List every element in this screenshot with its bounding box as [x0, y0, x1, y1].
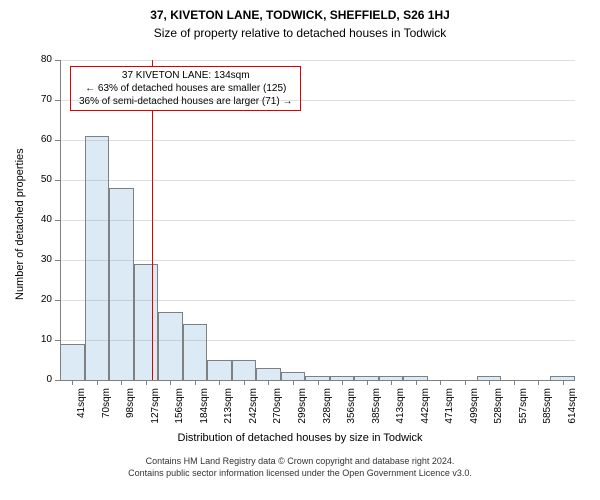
xtick-label: 98sqm — [125, 388, 136, 432]
callout-line-3: 36% of semi-detached houses are larger (… — [79, 95, 292, 108]
xtick-label: 385sqm — [371, 388, 382, 432]
xtick-mark — [244, 380, 245, 385]
xtick-label: 356sqm — [346, 388, 357, 432]
xtick-mark — [465, 380, 466, 385]
footer: Contains HM Land Registry data © Crown c… — [0, 456, 600, 479]
histogram-bar — [232, 360, 257, 380]
xtick-mark — [170, 380, 171, 385]
x-axis-label: Distribution of detached houses by size … — [0, 432, 600, 444]
gridline — [60, 260, 575, 261]
ytick-label: 60 — [28, 134, 52, 145]
histogram-bar — [281, 372, 306, 380]
xtick-mark — [121, 380, 122, 385]
callout-box: 37 KIVETON LANE: 134sqm ← 63% of detache… — [70, 66, 301, 111]
ytick-label: 10 — [28, 334, 52, 345]
xtick-label: 499sqm — [469, 388, 480, 432]
histogram-bar — [158, 312, 183, 380]
xtick-label: 528sqm — [493, 388, 504, 432]
xtick-mark — [146, 380, 147, 385]
footer-line-1: Contains HM Land Registry data © Crown c… — [0, 456, 600, 468]
histogram-bar — [183, 324, 208, 380]
ytick-mark — [55, 380, 60, 381]
gridline — [60, 180, 575, 181]
xtick-mark — [538, 380, 539, 385]
ytick-label: 20 — [28, 294, 52, 305]
gridline — [60, 100, 575, 101]
xtick-mark — [293, 380, 294, 385]
xtick-mark — [367, 380, 368, 385]
xtick-mark — [219, 380, 220, 385]
xtick-label: 328sqm — [322, 388, 333, 432]
xtick-mark — [318, 380, 319, 385]
ytick-label: 0 — [28, 374, 52, 385]
xtick-mark — [563, 380, 564, 385]
xtick-label: 585sqm — [542, 388, 553, 432]
xtick-label: 242sqm — [248, 388, 259, 432]
xtick-label: 471sqm — [444, 388, 455, 432]
gridline — [60, 140, 575, 141]
xtick-mark — [97, 380, 98, 385]
xtick-mark — [416, 380, 417, 385]
xtick-mark — [440, 380, 441, 385]
histogram-bar — [109, 188, 134, 380]
xtick-label: 70sqm — [101, 388, 112, 432]
xtick-label: 127sqm — [150, 388, 161, 432]
callout-line-2: ← 63% of detached houses are smaller (12… — [79, 82, 292, 95]
xtick-label: 41sqm — [76, 388, 87, 432]
xtick-label: 442sqm — [420, 388, 431, 432]
gridline — [60, 340, 575, 341]
histogram-bar — [256, 368, 281, 380]
ytick-label: 30 — [28, 254, 52, 265]
xtick-label: 156sqm — [174, 388, 185, 432]
xtick-label: 270sqm — [272, 388, 283, 432]
footer-line-2: Contains public sector information licen… — [0, 468, 600, 480]
histogram-bar — [60, 344, 85, 380]
gridline — [60, 220, 575, 221]
y-axis-label: Number of detached properties — [14, 148, 26, 300]
xtick-mark — [391, 380, 392, 385]
xtick-label: 614sqm — [567, 388, 578, 432]
xtick-label: 413sqm — [395, 388, 406, 432]
xtick-mark — [489, 380, 490, 385]
title-sub: Size of property relative to detached ho… — [0, 26, 600, 40]
xtick-label: 557sqm — [518, 388, 529, 432]
ytick-label: 70 — [28, 94, 52, 105]
title-main: 37, KIVETON LANE, TODWICK, SHEFFIELD, S2… — [0, 8, 600, 22]
xtick-mark — [195, 380, 196, 385]
xtick-label: 184sqm — [199, 388, 210, 432]
histogram-bar — [85, 136, 110, 380]
xtick-mark — [268, 380, 269, 385]
xtick-mark — [72, 380, 73, 385]
ytick-label: 80 — [28, 54, 52, 65]
xtick-mark — [342, 380, 343, 385]
y-axis-line — [60, 60, 61, 380]
gridline — [60, 60, 575, 61]
callout-line-1: 37 KIVETON LANE: 134sqm — [79, 69, 292, 82]
histogram-bar — [207, 360, 232, 380]
gridline — [60, 300, 575, 301]
xtick-mark — [514, 380, 515, 385]
xtick-label: 213sqm — [223, 388, 234, 432]
xtick-label: 299sqm — [297, 388, 308, 432]
histogram-bar — [134, 264, 159, 380]
ytick-label: 40 — [28, 214, 52, 225]
ytick-label: 50 — [28, 174, 52, 185]
